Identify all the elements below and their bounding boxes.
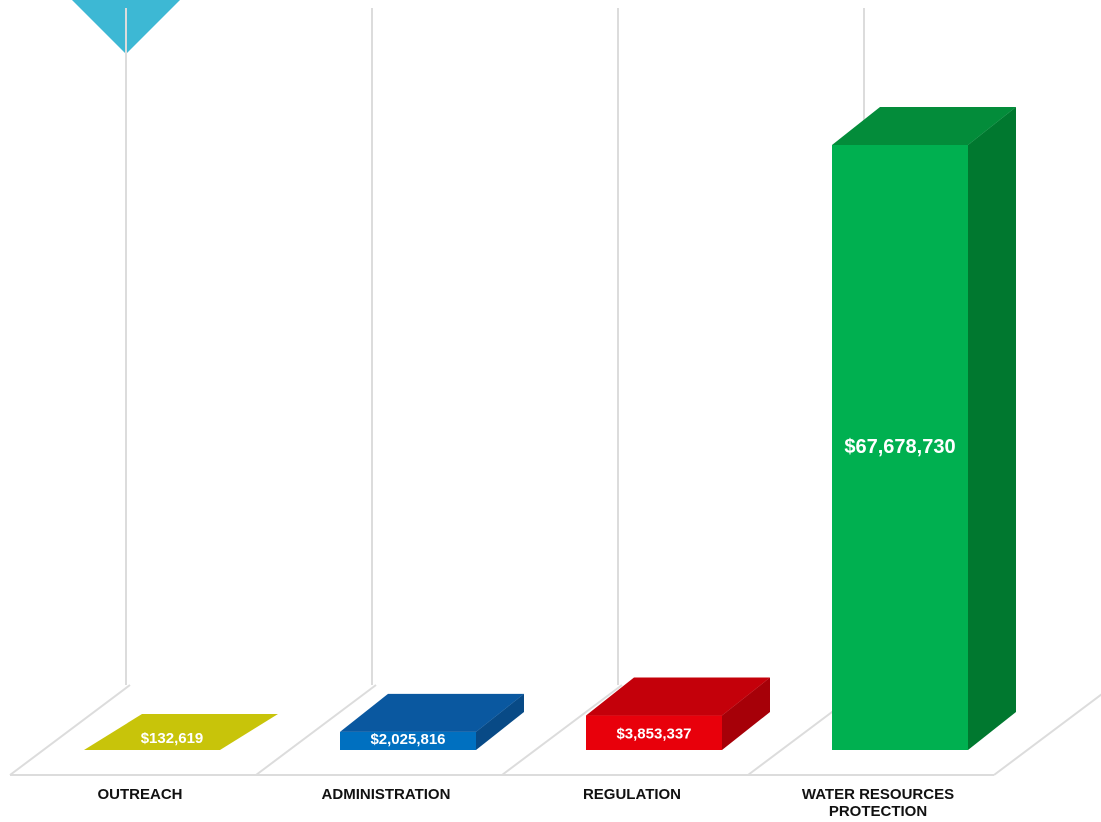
bar-group: $3,853,337 bbox=[586, 677, 770, 750]
bar-side bbox=[722, 677, 770, 750]
bar bbox=[84, 714, 278, 750]
data-label: $132,619 bbox=[141, 730, 204, 747]
bar-top bbox=[586, 677, 770, 716]
bar-side bbox=[968, 107, 1016, 750]
bar-group: $67,678,730 bbox=[832, 107, 1016, 750]
floor-line bbox=[501, 684, 623, 776]
bar-side bbox=[476, 693, 524, 750]
floor-line bbox=[993, 693, 1101, 776]
tick-label: WATER RESOURCES bbox=[802, 786, 954, 803]
data-label: $3,853,337 bbox=[616, 726, 691, 743]
bar bbox=[832, 145, 968, 750]
bar bbox=[340, 731, 476, 750]
gridlines bbox=[125, 8, 865, 685]
tick-label: ADMINISTRATION bbox=[322, 786, 451, 803]
bar bbox=[586, 715, 722, 750]
category-labels: OUTREACH ADMINISTRATION REGULATION WATER RE… bbox=[98, 786, 955, 820]
bar-group: $132,619 bbox=[84, 714, 278, 750]
tick-label: REGULATION bbox=[583, 786, 681, 803]
bar-top bbox=[832, 107, 1016, 145]
bar-group: $2,025,816 bbox=[340, 693, 524, 750]
tick-label: PROTECTION bbox=[829, 803, 927, 820]
data-label: $67,678,730 bbox=[844, 436, 955, 458]
floor-line bbox=[255, 684, 377, 776]
bars: $132,619 $2,025,816 $3,853,337 $67,678,730 bbox=[84, 107, 1016, 750]
floor-line bbox=[9, 684, 131, 776]
tick-label: OUTREACH bbox=[98, 786, 183, 803]
data-label: $2,025,816 bbox=[370, 731, 445, 748]
bar-top bbox=[340, 693, 524, 732]
